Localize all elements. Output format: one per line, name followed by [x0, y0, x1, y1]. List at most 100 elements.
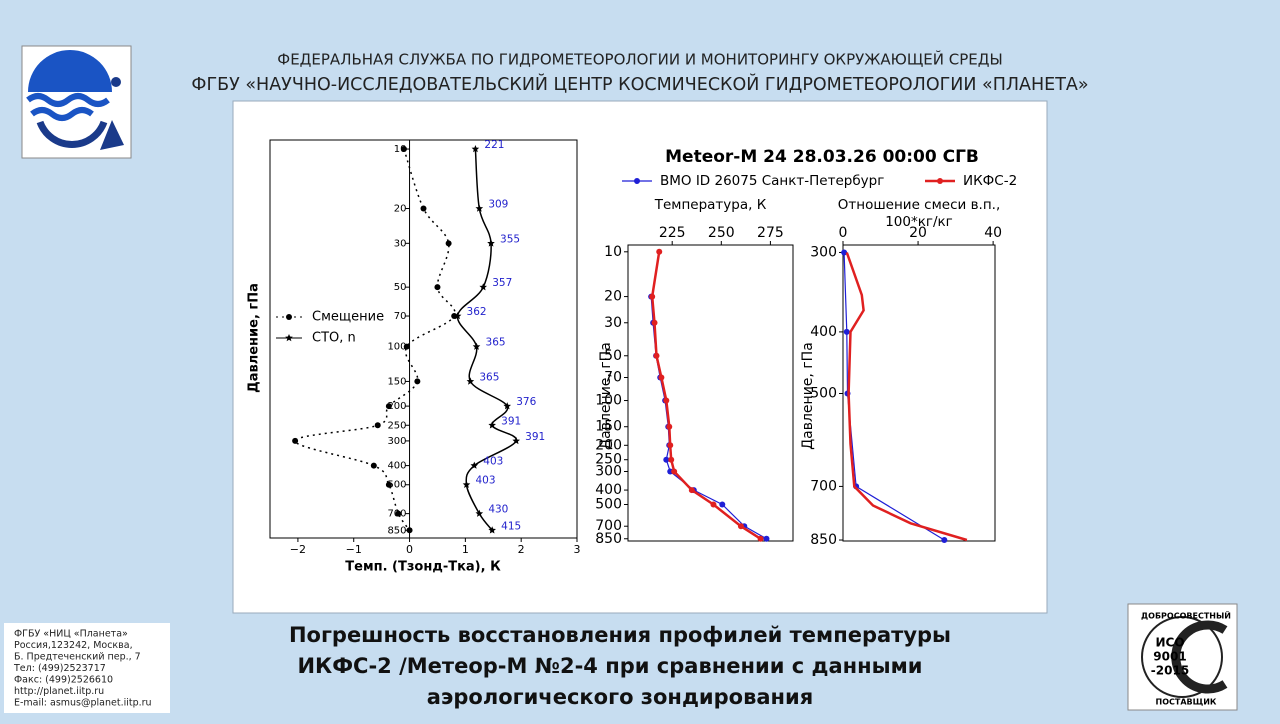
point: [466, 377, 475, 385]
contact-line: http://planet.iitp.ru: [14, 686, 104, 697]
point: [671, 468, 678, 475]
x-tick-label: 3: [574, 543, 581, 556]
point: [488, 526, 496, 534]
count-label: 357: [492, 277, 512, 289]
point: [763, 535, 770, 542]
point: [400, 146, 407, 153]
point: [488, 421, 496, 429]
point: [475, 509, 484, 517]
panel-subtitle: 100*кг/кг: [885, 214, 953, 230]
point: [737, 523, 744, 530]
iso-ring: [1141, 616, 1223, 698]
legend-label: Смещение: [312, 310, 384, 325]
chart: 225 250 2751020305070100150200250300400500…: [595, 147, 1017, 547]
point: [403, 343, 410, 350]
iso-number: 9001: [1153, 650, 1186, 664]
y-tick-label: 70: [604, 369, 622, 385]
y-tick-label: 100: [387, 342, 406, 353]
count-label: 391: [501, 415, 521, 427]
count-label: 430: [488, 504, 508, 516]
logo-dot: [111, 77, 121, 87]
y-tick-label: 700: [810, 478, 837, 494]
point: [688, 487, 695, 494]
y-tick-label: 10: [604, 244, 622, 260]
iso-top: ДОБРОСОВЕСТНЫЙ: [1141, 610, 1231, 621]
y-tick-label: 300: [810, 244, 837, 260]
point: [512, 436, 520, 445]
institute: ФГБУ «НАУЧНО-ИССЛЕДОВАТЕЛЬСКИЙ ЦЕНТР КОС…: [191, 73, 1088, 95]
series-line: [650, 251, 762, 540]
x-tick-label: 275: [757, 225, 784, 241]
chart-title: Meteor-M 24 28.03.26 00:00 СГВ: [665, 147, 979, 167]
legend-label: ИКФС-2: [963, 173, 1017, 189]
count-label: 403: [475, 475, 495, 487]
x-tick-label: −1: [346, 543, 362, 556]
point: [420, 205, 427, 212]
y-axis-label: Давление, гПа: [247, 283, 262, 393]
point: [406, 527, 413, 534]
contacts: ФГБУ «НИЦ «Планета»Россия,123242, Москва…: [13, 629, 152, 709]
panel-subtitle: Температура, К: [654, 197, 767, 213]
count-label: 365: [486, 337, 506, 349]
count-label: 376: [516, 396, 536, 408]
y-tick-label: 400: [387, 461, 406, 472]
caption-line: ИКФС-2 /Метеор-М №2-4 при сравнении с да…: [297, 654, 922, 678]
x-tick-label: 0: [406, 543, 413, 556]
legend-marker: [937, 178, 943, 184]
point: [666, 423, 673, 430]
y-tick-label: 300: [387, 436, 406, 447]
y-tick-label: 30: [604, 315, 622, 331]
point: [471, 145, 480, 153]
point: [941, 537, 948, 544]
point: [472, 342, 481, 350]
point: [719, 501, 726, 508]
y-tick-label: 30: [394, 238, 407, 249]
count-label: 221: [484, 139, 504, 151]
series-line: [845, 252, 968, 542]
y-axis-label: Давление, гПа: [598, 342, 614, 450]
point: [453, 312, 462, 320]
y-tick-label: 500: [387, 480, 406, 491]
y-tick-label: 300: [595, 463, 622, 479]
point: [656, 248, 663, 255]
iso-name: ИСО: [1155, 636, 1184, 650]
chart: −2−1012310203050701001502002503004005007…: [247, 139, 581, 574]
iso-bottom: ПОСТАВЩИК: [1156, 698, 1217, 707]
point: [503, 402, 511, 410]
point: [653, 352, 660, 359]
charts: −2−1012310203050701001502002503004005007…: [247, 139, 1018, 574]
point: [479, 283, 487, 291]
point: [843, 328, 850, 335]
point: [668, 456, 675, 463]
x-tick-label: −2: [290, 543, 306, 556]
legend-marker: [634, 178, 640, 184]
x-tick-label: 2: [518, 543, 525, 556]
y-tick-label: 250: [387, 420, 406, 431]
x-tick-label: 20: [909, 225, 927, 241]
caption-line: аэрологического зондирования: [427, 685, 814, 709]
y-tick-label: 50: [394, 282, 407, 293]
y-tick-label: 850: [810, 532, 837, 548]
point: [385, 403, 392, 410]
iso-year: -2015: [1151, 664, 1189, 678]
y-tick-label: 150: [387, 376, 406, 387]
contact-line: Б. Предтеченский пер., 7: [14, 652, 141, 663]
y-axis-label: Давление, гПа: [800, 342, 816, 450]
point: [414, 378, 421, 385]
point: [374, 422, 381, 429]
point: [292, 437, 299, 444]
logo-sun: [28, 50, 112, 92]
caption-line: Погрешность восстановления профилей темп…: [289, 623, 951, 647]
iso-logo: ДОБРОСОВЕСТНЫЙ ИСО 9001 -2015 ПОСТАВЩИК: [1127, 603, 1238, 711]
count-label: 403: [483, 456, 503, 468]
point: [470, 461, 479, 469]
legend-marker: [286, 314, 292, 320]
y-tick-label: 10: [394, 144, 407, 155]
point: [649, 293, 656, 300]
x-tick-label: 225: [659, 225, 686, 241]
point: [475, 204, 484, 212]
x-tick-label: 250: [708, 225, 735, 241]
panel-subtitle: Отношение смеси в.п.,: [838, 197, 1001, 213]
